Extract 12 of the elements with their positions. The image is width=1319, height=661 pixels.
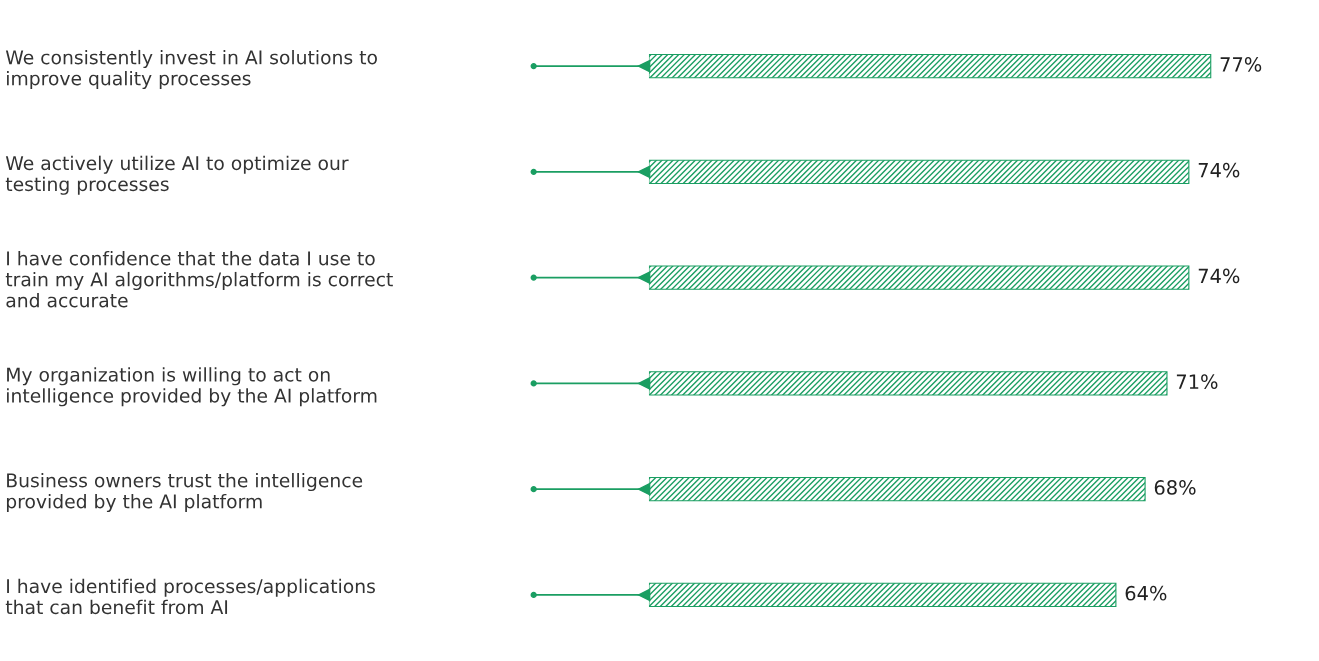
data-label: 74%: [1198, 162, 1240, 178]
y-tick-label: My organization is willing to act on intelligence provided by the AI platform: [7, 367, 377, 407]
y-tick-label: We consistently invest in AI solutions to improve quality processes: [5, 49, 377, 90]
y-tick-label: We actively utilize AI to optimize our testing processes: [5, 155, 349, 195]
y-tick-label: Business owners trust the intelligence provided by the AI platform: [6, 472, 363, 513]
data-label: 74%: [1198, 268, 1240, 284]
data-label: 71%: [1176, 374, 1218, 390]
y-tick-label: I have identified processes/applications that can benefit from AI: [5, 578, 375, 615]
data-label: 77%: [1220, 57, 1262, 72]
y-tick-label: I have confidence that the data I use to train my AI algorithms/platform is correct and accurate: [5, 250, 393, 308]
data-label: 68%: [1154, 480, 1196, 495]
data-label: 64%: [1125, 585, 1167, 601]
